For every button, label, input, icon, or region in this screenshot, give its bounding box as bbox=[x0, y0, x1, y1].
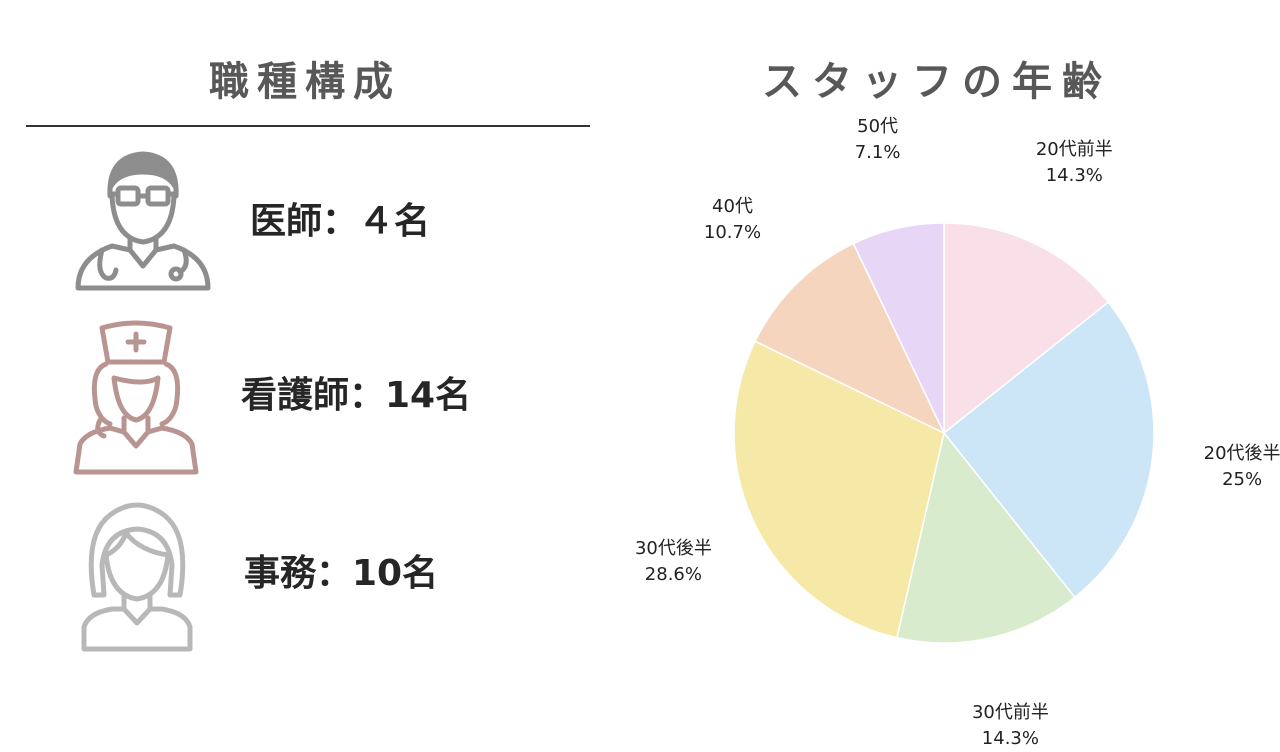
pie-slice bbox=[852, 222, 945, 434]
pie-label: 30代前半 14.3% bbox=[972, 700, 1049, 752]
pie-label: 20代前半 14.3% bbox=[1036, 137, 1113, 189]
clerk-icon bbox=[80, 495, 194, 657]
pie-label-value: 14.3% bbox=[1045, 164, 1103, 186]
staff-row-clerk: 事務：10名 bbox=[0, 490, 620, 652]
pie-label: 50代 7.1% bbox=[855, 114, 901, 166]
staff-row-doctor: 医師：４名 bbox=[0, 140, 620, 300]
pie-label-value: 10.7% bbox=[703, 222, 762, 244]
staff-row-nurse: 看護師：14名 bbox=[0, 315, 620, 475]
pie-slice bbox=[943, 222, 1110, 435]
doctor-icon bbox=[72, 146, 214, 300]
title-divider bbox=[26, 125, 590, 127]
composition-title: 職種構成 bbox=[209, 59, 401, 105]
age-pie-chart bbox=[733, 222, 1155, 644]
pie-label-value: 7.1% bbox=[854, 142, 901, 164]
pie-label-value: 14.3% bbox=[981, 727, 1039, 749]
pie-label-name: 30代前半 bbox=[971, 701, 1049, 723]
pie-label-name: 20代前半 bbox=[1035, 138, 1113, 160]
pie-slice bbox=[896, 431, 1076, 644]
pie-label-name: 20代後半 bbox=[1203, 442, 1280, 464]
pie-label-name: 50代 bbox=[857, 116, 899, 138]
pie-label-value: 25% bbox=[1222, 468, 1263, 490]
pie-label-name: 30代後半 bbox=[634, 538, 712, 560]
pie-label: 30代後半 28.6% bbox=[635, 536, 712, 588]
pie-slice bbox=[942, 301, 1155, 599]
pie-label: 20代後半 25% bbox=[1204, 441, 1280, 493]
clerk-count: 事務：10名 bbox=[244, 553, 439, 594]
pie-label-value: 28.6% bbox=[644, 564, 702, 586]
pie-label-name: 40代 bbox=[712, 196, 753, 218]
pie-slice bbox=[733, 340, 945, 639]
nurse-icon bbox=[70, 320, 202, 480]
nurse-count: 看護師：14名 bbox=[241, 375, 472, 416]
chart-title: スタッフの年齢 bbox=[762, 59, 1112, 105]
doctor-count: 医師：４名 bbox=[250, 201, 431, 242]
pie-slice bbox=[754, 242, 946, 435]
pie-label: 40代 10.7% bbox=[704, 194, 761, 246]
